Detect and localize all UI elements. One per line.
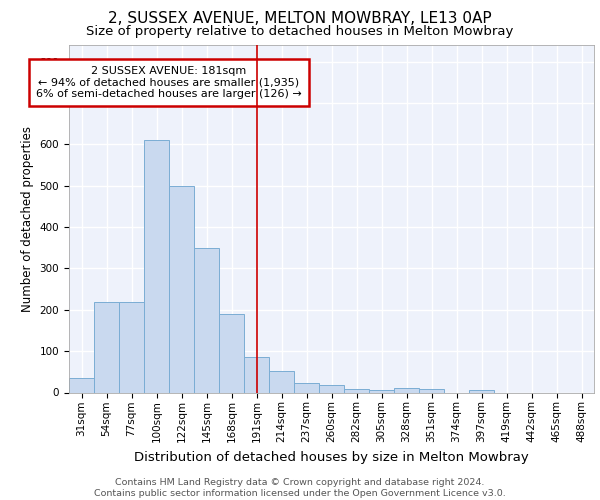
Bar (469, 390, 494, 392)
X-axis label: Distribution of detached houses by size in Melton Mowbray: Distribution of detached houses by size … (134, 450, 529, 464)
Bar (394, 388, 419, 392)
Bar (319, 386, 344, 392)
Bar (344, 389, 369, 392)
Text: 2, SUSSEX AVENUE, MELTON MOWBRAY, LE13 0AP: 2, SUSSEX AVENUE, MELTON MOWBRAY, LE13 0… (108, 11, 492, 26)
Bar (144, 140, 169, 392)
Bar (69, 378, 94, 392)
Bar (119, 302, 144, 392)
Bar (219, 314, 244, 392)
Bar (194, 248, 219, 392)
Text: Contains HM Land Registry data © Crown copyright and database right 2024.
Contai: Contains HM Land Registry data © Crown c… (94, 478, 506, 498)
Bar (419, 389, 444, 392)
Y-axis label: Number of detached properties: Number of detached properties (21, 126, 34, 312)
Bar (94, 302, 119, 392)
Bar (169, 186, 194, 392)
Bar (244, 358, 269, 392)
Bar (269, 371, 294, 392)
Bar (294, 384, 319, 392)
Text: Size of property relative to detached houses in Melton Mowbray: Size of property relative to detached ho… (86, 25, 514, 38)
Text: 2 SUSSEX AVENUE: 181sqm
← 94% of detached houses are smaller (1,935)
6% of semi-: 2 SUSSEX AVENUE: 181sqm ← 94% of detache… (36, 66, 302, 99)
Bar (369, 390, 394, 392)
